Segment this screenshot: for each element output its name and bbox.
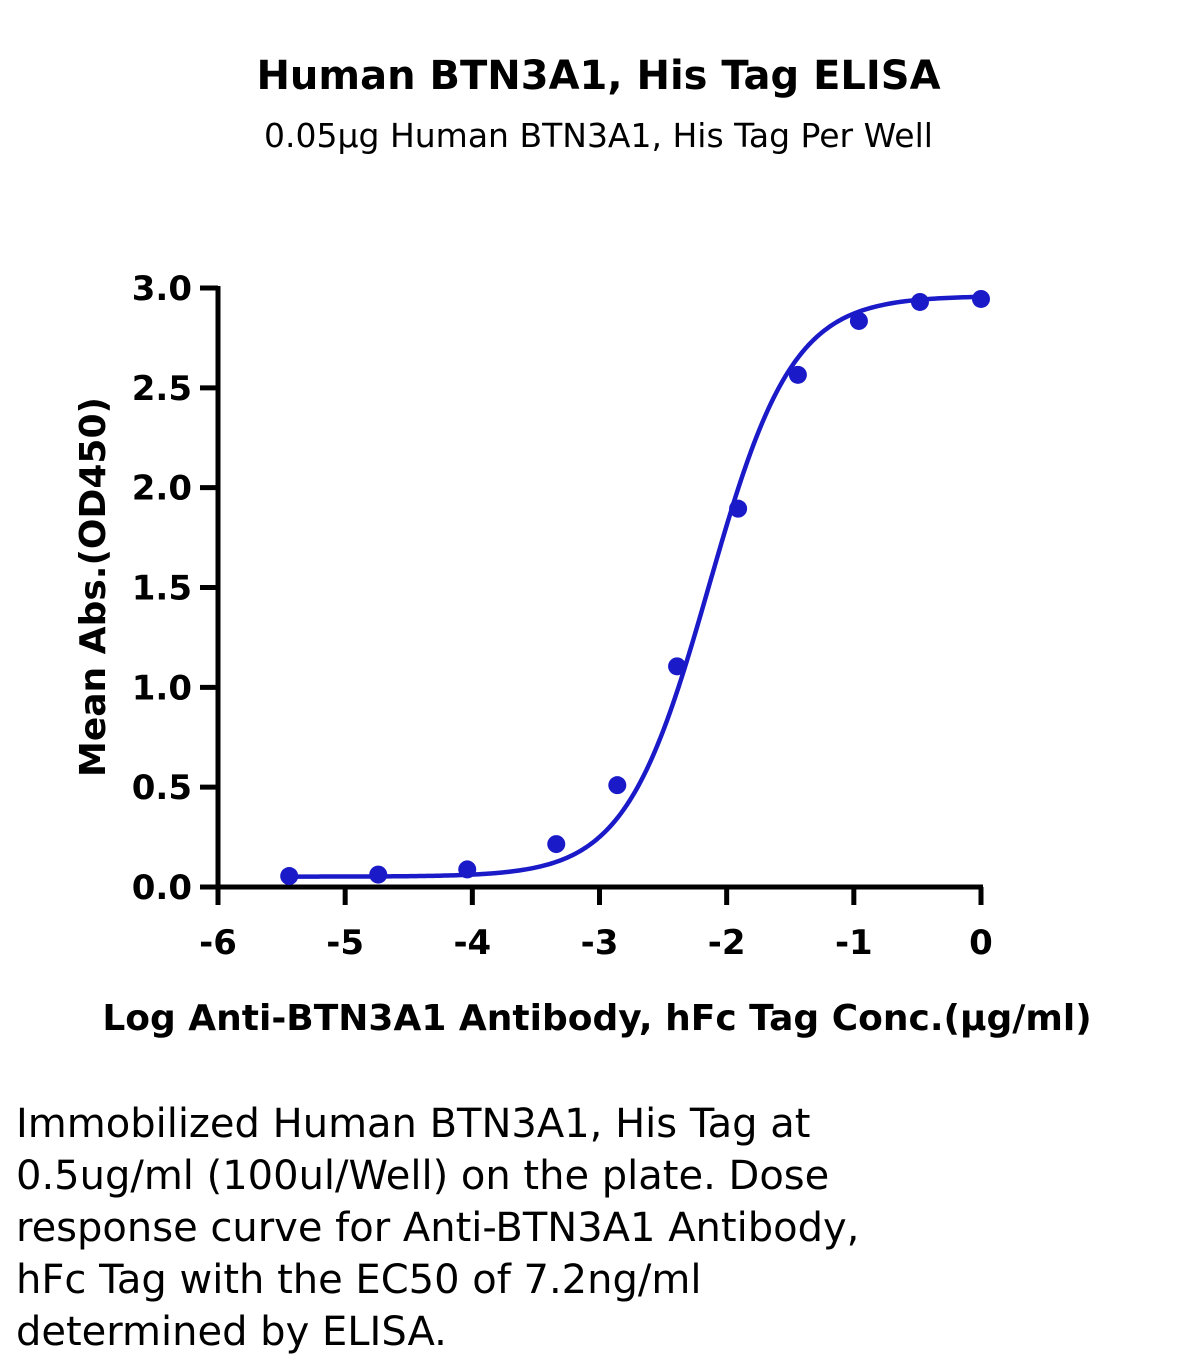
data-point bbox=[547, 835, 566, 854]
x-tick-label: -4 bbox=[453, 923, 491, 963]
fit-curve-layer bbox=[289, 294, 982, 879]
data-point bbox=[608, 776, 627, 795]
y-tick-label: 3.0 bbox=[132, 269, 192, 309]
chart-subtitle: 0.05µg Human BTN3A1, His Tag Per Well bbox=[264, 116, 933, 155]
x-tick-label: 0 bbox=[969, 923, 993, 963]
data-points bbox=[280, 289, 990, 886]
data-point bbox=[668, 657, 687, 676]
data-point bbox=[910, 292, 929, 311]
x-axis-label: Log Anti-BTN3A1 Antibody, hFc Tag Conc.(… bbox=[102, 998, 1091, 1039]
data-point bbox=[972, 289, 990, 308]
x-tick-label: -1 bbox=[835, 923, 873, 963]
x-tick-label: -5 bbox=[326, 923, 364, 963]
y-tick-label: 0.5 bbox=[132, 768, 192, 808]
data-point bbox=[369, 865, 388, 884]
y-tick-label: 1.5 bbox=[132, 569, 192, 609]
y-axis-label: Mean Abs.(OD450) bbox=[73, 397, 114, 777]
y-tick-label: 2.0 bbox=[132, 469, 192, 509]
fit-curve bbox=[289, 294, 982, 879]
axis-ticks: 0.0 0.5 1.0 1.5 2.0 2.5 3.0 -6 -5 -4 -3 -2 -1 0 bbox=[132, 269, 993, 963]
x-tick-label: -3 bbox=[581, 923, 619, 963]
figure-caption: Immobilized Human BTN3A1, His Tag at 0.5… bbox=[16, 1101, 860, 1355]
data-point bbox=[280, 867, 299, 886]
x-tick-label: -6 bbox=[199, 923, 237, 963]
chart-title: Human BTN3A1, His Tag ELISA bbox=[256, 53, 941, 99]
data-point bbox=[729, 499, 748, 518]
dose-response-chart: 0.0 0.5 1.0 1.5 2.0 2.5 3.0 -6 -5 -4 -3 -2 -1 0 Log A… bbox=[73, 269, 1092, 1039]
y-tick-label: 2.5 bbox=[132, 369, 192, 409]
x-tick-label: -2 bbox=[708, 923, 746, 963]
data-point bbox=[788, 365, 807, 384]
axes bbox=[215, 286, 983, 890]
y-tick-label: 1.0 bbox=[132, 668, 192, 708]
data-point bbox=[458, 860, 477, 879]
data-point bbox=[849, 311, 868, 330]
y-tick-label: 0.0 bbox=[132, 868, 192, 908]
